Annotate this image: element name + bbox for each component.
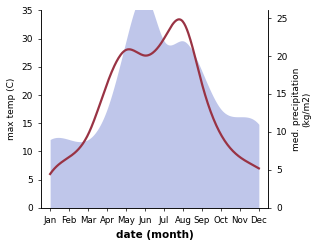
Y-axis label: max temp (C): max temp (C) bbox=[7, 78, 16, 140]
Y-axis label: med. precipitation
(kg/m2): med. precipitation (kg/m2) bbox=[292, 67, 311, 151]
X-axis label: date (month): date (month) bbox=[116, 230, 193, 240]
